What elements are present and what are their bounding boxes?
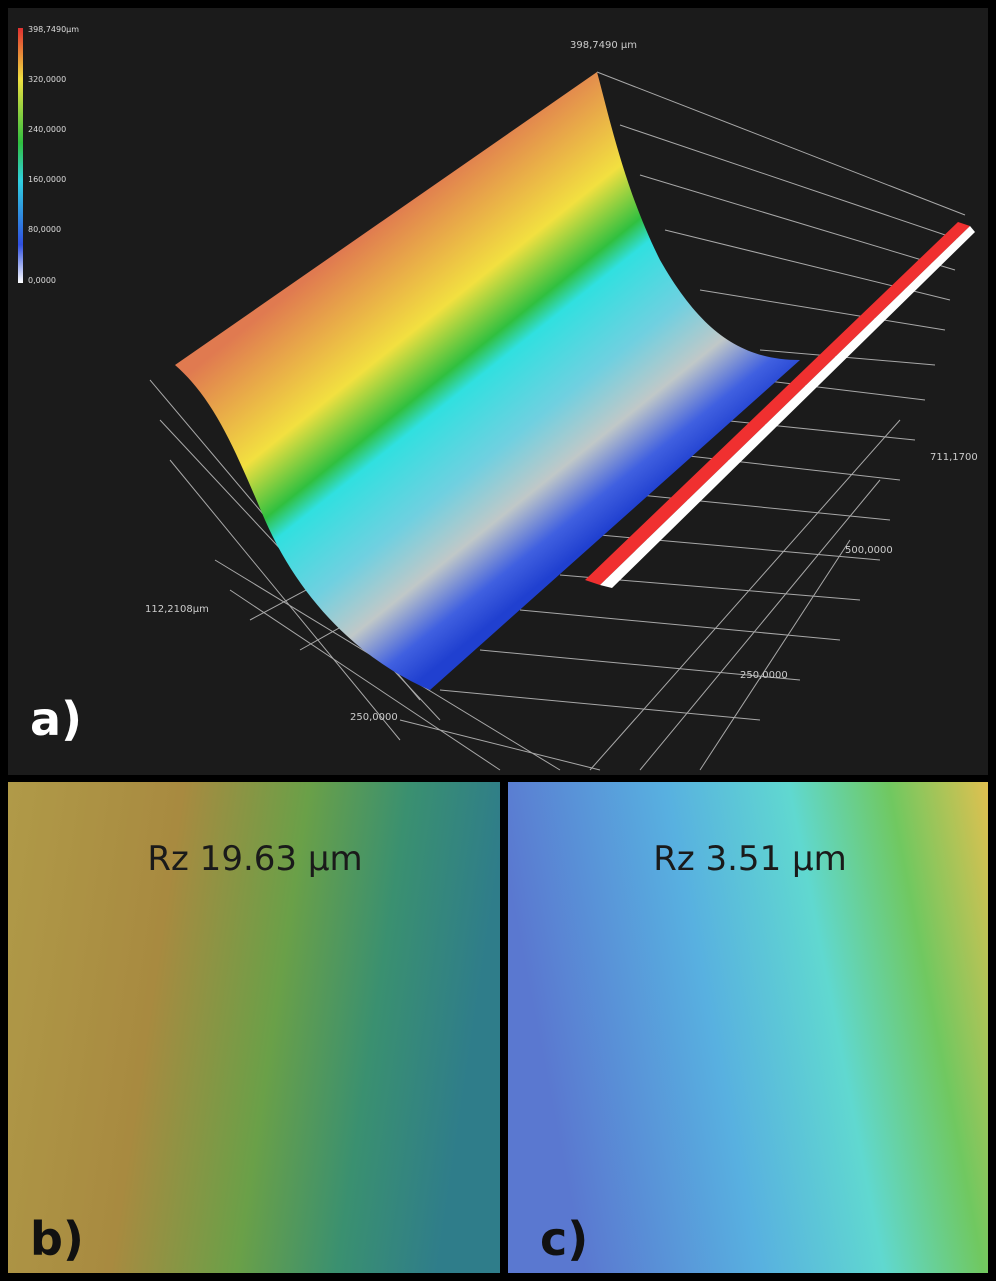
colorbar-label: 0,0000 (28, 276, 56, 285)
axis-label: 398,7490 µm (570, 40, 637, 51)
edge-strip (585, 222, 970, 585)
panel-label: c) (540, 1212, 588, 1266)
colorbar (18, 28, 23, 283)
edge-strip (600, 226, 975, 588)
caption: Rz 19.63 µm (147, 839, 362, 879)
panel-label: a) (30, 692, 82, 746)
axis-label: 711,1700 (930, 452, 978, 463)
colorbar-label: 398,7490µm (28, 25, 79, 34)
axis-label: 250,0000 (350, 712, 398, 723)
caption: Rz 3.51 µm (653, 839, 847, 879)
axis-label: 112,2108µm (145, 604, 209, 615)
colorbar-label: 320,0000 (28, 75, 66, 84)
panel-label: b) (30, 1212, 84, 1266)
axis-label: 250,0000 (740, 670, 788, 681)
panel-b (8, 782, 500, 1273)
axis-label: 500,0000 (845, 545, 893, 556)
colorbar-label: 160,0000 (28, 175, 66, 184)
surface (175, 72, 800, 690)
colorbar-label: 80,0000 (28, 225, 61, 234)
panel-c (508, 782, 988, 1273)
colorbar-label: 240,0000 (28, 125, 66, 134)
